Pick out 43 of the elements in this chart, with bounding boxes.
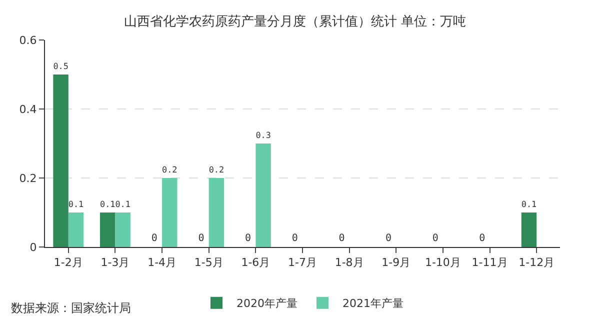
bar <box>208 178 224 247</box>
data-label: 0 <box>292 233 298 244</box>
data-label: 0 <box>151 233 158 244</box>
y-tick-label: 0.4 <box>19 102 37 116</box>
legend-label: 2021年产量 <box>342 297 404 310</box>
data-label: 0.1 <box>100 198 116 209</box>
x-tick-label: 1-6月 <box>241 256 270 270</box>
bar <box>115 212 130 247</box>
bar <box>53 74 68 247</box>
bar <box>162 178 178 247</box>
x-tick-label: 1-7月 <box>288 256 317 270</box>
data-label: 0.1 <box>521 198 537 209</box>
x-tick-label: 1-3月 <box>100 256 130 270</box>
bar <box>521 212 537 247</box>
x-tick-label: 1-10月 <box>424 256 461 270</box>
legend-label: 2020年产量 <box>236 297 298 310</box>
data-label: 0.1 <box>68 198 84 209</box>
bar <box>68 212 84 247</box>
x-tick-label: 1-12月 <box>518 256 555 270</box>
bar <box>256 144 271 247</box>
data-label: 0 <box>338 233 345 244</box>
data-label: 0 <box>198 233 204 244</box>
y-tick-label: 0.2 <box>19 172 37 185</box>
bar <box>100 212 116 247</box>
data-label: 0 <box>432 233 438 244</box>
x-tick-label: 1-5月 <box>194 256 224 270</box>
source-note: 数据来源：国家统计局 <box>11 301 131 315</box>
y-tick-label: 0 <box>30 240 37 254</box>
x-tick-label: 1-4月 <box>148 256 177 270</box>
x-tick-label: 1-9月 <box>382 256 411 270</box>
x-tick-label: 1-11月 <box>472 256 508 270</box>
data-label: 0.3 <box>256 130 271 140</box>
chart-title: 山西省化学农药原药产量分月度（累计值）统计 单位：万吨 <box>124 14 466 30</box>
x-tick-label: 1-2月 <box>54 256 83 270</box>
data-label: 0.1 <box>115 198 130 209</box>
data-label: 0 <box>245 233 252 244</box>
data-label: 0 <box>479 233 486 244</box>
data-label: 0 <box>386 233 392 244</box>
data-label: 0.2 <box>162 164 178 174</box>
data-label: 0.2 <box>208 164 224 174</box>
x-tick-label: 1-8月 <box>334 256 364 270</box>
data-label: 0.5 <box>53 60 68 71</box>
y-tick-label: 0.6 <box>19 34 37 47</box>
